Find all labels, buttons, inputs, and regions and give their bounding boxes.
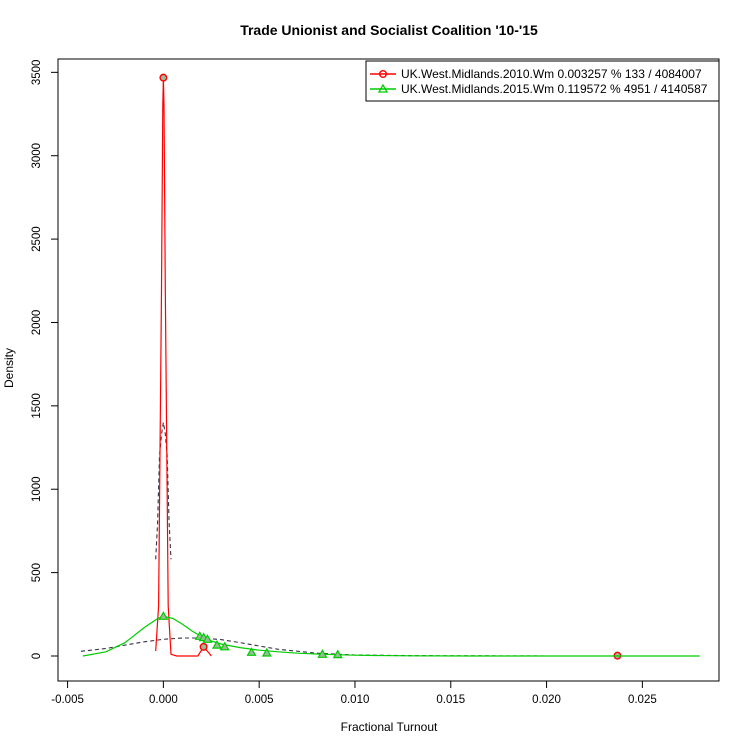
x-axis: -0.005 0.000 0.005 0.010 0.015 0.020 0.025 [51,680,657,706]
density-line-2010 [155,77,212,657]
y-tick-label: 3000 [31,143,43,169]
x-tick-label: 0.010 [341,694,370,706]
y-axis-label: Density [2,348,16,388]
x-tick-label: 0.015 [436,694,465,706]
y-tick-label: 1000 [31,476,43,502]
y-axis: 0 500 1000 1500 2000 2500 3000 3500 [31,60,59,659]
legend-marker-2010 [379,69,388,78]
x-axis-label: Fractional Turnout [341,720,438,734]
legend-label-2015: UK.West.Midlands.2015.Wm 0.119572 % 4951… [401,82,708,96]
y-tick-label: 2500 [31,226,43,252]
data-point-2015 [332,649,343,659]
plot-layer [80,73,700,660]
reference-density-curve-1 [155,422,172,560]
y-tick-label: 3500 [31,60,43,86]
x-tick-label: 0.025 [628,694,657,706]
legend-label-2010: UK.West.Midlands.2010.Wm 0.003257 % 133 … [401,67,702,81]
y-tick-label: 500 [31,563,43,582]
data-point-2015 [261,647,272,657]
plot-frame [57,58,720,682]
legend-box [365,60,720,102]
legend-marker-2015 [377,83,389,93]
reference-density-curve-2 [80,637,700,657]
x-tick-label: 0.000 [149,694,178,706]
y-tick-label: 1500 [31,393,43,419]
data-point-2010 [199,642,208,651]
x-tick-label: -0.005 [51,694,84,706]
y-tick-label: 0 [31,653,43,659]
data-point-2015 [211,639,223,649]
x-tick-label: 0.005 [245,694,274,706]
x-tick-label: 0.020 [532,694,561,706]
data-point-2015 [317,649,328,658]
data-point-2015 [246,647,257,656]
density-line-2015 [82,615,700,657]
data-point-2015 [219,641,230,651]
data-point-2015 [158,611,169,620]
legend: UK.West.Midlands.2010.Wm 0.003257 % 133 … [365,60,720,102]
chart-title: Trade Unionist and Socialist Coalition '… [240,22,538,38]
y-tick-label: 2000 [31,310,43,336]
data-point-2015 [202,634,213,643]
data-point-2010 [159,73,168,82]
